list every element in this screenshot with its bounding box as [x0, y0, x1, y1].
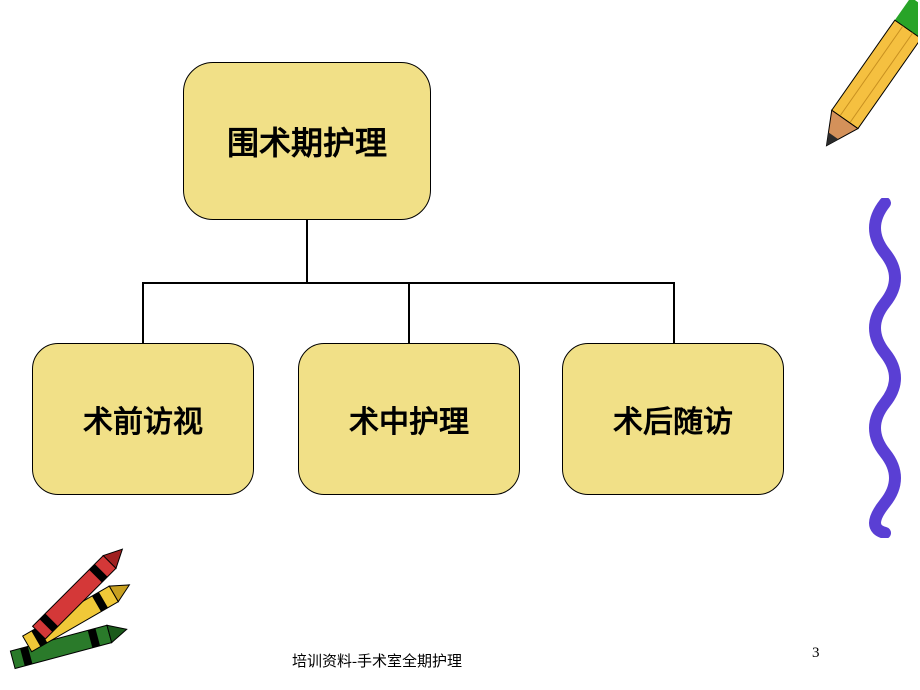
squiggle-icon [860, 198, 910, 538]
footer-text: 培训资料-手术室全期护理 [292, 650, 462, 671]
connector-trunk [306, 220, 308, 284]
child-label-2: 术后随访 [613, 397, 733, 441]
child-node-1: 术中护理 [298, 343, 520, 495]
child-node-2: 术后随访 [562, 343, 784, 495]
connector-drop-2 [673, 282, 675, 344]
root-node: 围术期护理 [183, 62, 431, 220]
page-number: 3 [812, 645, 820, 662]
child-label-1: 术中护理 [349, 397, 469, 441]
child-label-0: 术前访视 [83, 397, 203, 441]
connector-drop-0 [142, 282, 144, 344]
root-label: 围术期护理 [227, 118, 387, 164]
pencil-icon [822, 0, 918, 175]
crayons-icon [0, 548, 160, 678]
connector-drop-1 [408, 282, 410, 344]
slide-container: 围术期护理 术前访视 术中护理 术后随访 培训资料-手术室全期护理 3 [0, 0, 920, 690]
child-node-0: 术前访视 [32, 343, 254, 495]
